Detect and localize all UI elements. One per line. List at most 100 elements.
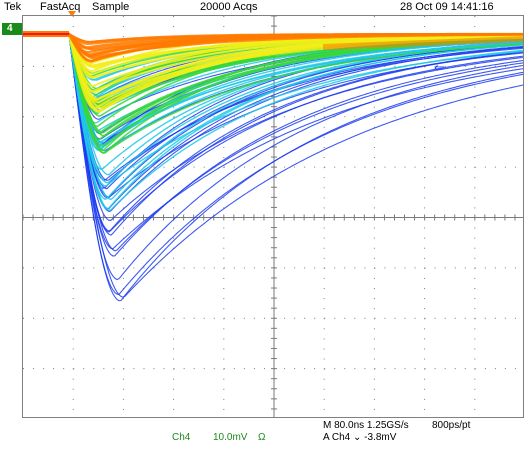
waveform-trace bbox=[23, 33, 523, 201]
grid-dot bbox=[514, 368, 516, 370]
grid-dot bbox=[304, 368, 306, 370]
grid-dot bbox=[414, 317, 416, 319]
grid-dot bbox=[323, 187, 325, 189]
grid-dot bbox=[72, 157, 74, 159]
grid-dot bbox=[354, 267, 356, 269]
grid-dot bbox=[203, 267, 205, 269]
grid-dot bbox=[373, 26, 375, 28]
grid-dot bbox=[113, 116, 115, 118]
grid-dot bbox=[373, 157, 375, 159]
grid-dot bbox=[474, 106, 476, 108]
channel-4-marker[interactable]: 4 bbox=[2, 23, 22, 35]
grid-dot bbox=[284, 368, 286, 370]
grid-dot bbox=[434, 65, 436, 67]
grid-dot bbox=[122, 328, 124, 330]
grid-dot bbox=[83, 267, 85, 269]
grid-dot bbox=[173, 398, 175, 400]
grid-dot bbox=[223, 16, 225, 17]
grid-dot bbox=[223, 157, 225, 159]
grid-dot bbox=[394, 267, 396, 269]
waveform-trace bbox=[23, 33, 523, 233]
grid-dot bbox=[63, 166, 65, 168]
grid-dot bbox=[484, 166, 486, 168]
grid-dot bbox=[72, 167, 74, 169]
grid-dot bbox=[72, 368, 74, 370]
grid-dot bbox=[504, 267, 506, 269]
grid-dot bbox=[223, 378, 225, 380]
grid-dot bbox=[173, 177, 175, 179]
grid-dot bbox=[73, 368, 75, 370]
grid-dot bbox=[253, 166, 255, 168]
grid-dot bbox=[464, 368, 466, 370]
grid-dot bbox=[72, 247, 74, 249]
grid-dot bbox=[223, 298, 225, 300]
grid-dot bbox=[72, 197, 74, 199]
grid-dot bbox=[122, 157, 124, 159]
grid-dot bbox=[324, 116, 326, 118]
grid-dot bbox=[434, 368, 436, 370]
grid-dot bbox=[183, 317, 185, 319]
grid-dot bbox=[122, 298, 124, 300]
grid-dot bbox=[223, 166, 225, 168]
waveform-trace bbox=[23, 32, 523, 58]
grid-dot bbox=[373, 308, 375, 310]
grid-dot bbox=[424, 16, 426, 17]
grid-dot bbox=[122, 26, 124, 28]
grid-dot bbox=[33, 65, 35, 67]
grid-dot bbox=[223, 398, 225, 400]
grid-dot bbox=[373, 86, 375, 88]
grid-dot bbox=[53, 166, 55, 168]
grid-dot bbox=[374, 267, 376, 269]
waveform-trace bbox=[23, 33, 523, 211]
grid-dot bbox=[173, 288, 175, 290]
trigger-position-arrow-icon bbox=[68, 11, 76, 17]
grid-dot bbox=[163, 267, 165, 269]
grid-dot bbox=[394, 317, 396, 319]
grid-dot bbox=[324, 267, 326, 269]
grid-dot bbox=[373, 237, 375, 239]
grid-dot bbox=[384, 368, 386, 370]
grid-dot bbox=[173, 166, 175, 168]
grid-dot bbox=[514, 166, 516, 168]
grid-dot bbox=[384, 116, 386, 118]
grid-dot bbox=[323, 237, 325, 239]
grid-dot bbox=[424, 317, 426, 319]
grid-dot bbox=[23, 65, 24, 67]
waveform-trace bbox=[23, 32, 523, 45]
grid-dot bbox=[474, 237, 476, 239]
grid-dot bbox=[474, 207, 476, 209]
grid-dot bbox=[173, 187, 175, 189]
oscilloscope-display bbox=[22, 15, 524, 418]
grid-dot bbox=[474, 166, 476, 168]
grid-dot bbox=[394, 65, 396, 67]
grid-dot bbox=[72, 227, 74, 229]
grid-dot bbox=[173, 207, 175, 209]
grid-dot bbox=[223, 126, 225, 128]
grid-dot bbox=[223, 207, 225, 209]
grid-dot bbox=[193, 116, 195, 118]
grid-dot bbox=[173, 106, 175, 108]
grid-dot bbox=[223, 146, 225, 148]
grid-dot bbox=[494, 65, 496, 67]
grid-dot bbox=[23, 116, 24, 118]
grid-dot bbox=[474, 116, 476, 118]
timebase-readout: M 80.0ns 1.25GS/s bbox=[323, 420, 409, 431]
grid-dot bbox=[193, 368, 195, 370]
grid-dot bbox=[223, 136, 225, 138]
waveform-trace bbox=[23, 33, 523, 295]
grid-dot bbox=[424, 157, 426, 159]
grid-dot bbox=[314, 166, 316, 168]
grid-dot bbox=[153, 166, 155, 168]
grid-dot bbox=[173, 317, 175, 319]
grid-dot bbox=[122, 227, 124, 229]
grid-dot bbox=[284, 317, 286, 319]
grid-dot bbox=[334, 267, 336, 269]
grid-dot bbox=[464, 166, 466, 168]
grid-dot bbox=[334, 166, 336, 168]
grid-dot bbox=[323, 197, 325, 199]
grid-dot bbox=[504, 317, 506, 319]
grid-dot bbox=[23, 317, 24, 319]
grid-dot bbox=[253, 116, 255, 118]
grid-dot bbox=[374, 317, 376, 319]
grid-dot bbox=[323, 358, 325, 360]
